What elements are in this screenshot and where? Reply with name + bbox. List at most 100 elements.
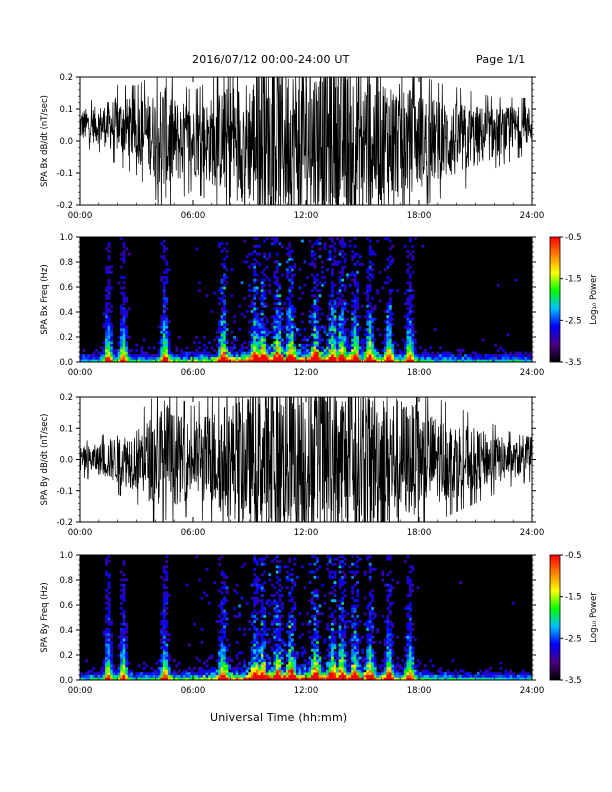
spectrogram-cell — [406, 255, 410, 259]
spectrogram-cell — [280, 677, 284, 681]
spectrogram-cell — [122, 330, 126, 334]
spectrogram-cell — [263, 562, 267, 566]
spectrogram-cell — [308, 570, 312, 574]
spectrogram-cell — [338, 565, 342, 569]
spectrogram-cell — [388, 669, 392, 673]
spectrogram-cell — [165, 672, 169, 676]
spectrogram-cell — [105, 635, 108, 639]
spectrogram-cell — [434, 674, 437, 678]
spectrogram-cell — [220, 250, 224, 253]
spectrogram-cell — [90, 677, 93, 681]
spectrogram-cell — [303, 586, 307, 590]
spectrogram-cell — [105, 573, 108, 577]
spectrogram-cell — [288, 278, 292, 282]
spectrogram-cell — [258, 599, 262, 603]
spectrogram-cell — [343, 622, 347, 626]
spectrogram-cell — [172, 356, 176, 360]
spectrogram-cell — [223, 359, 226, 363]
spectrogram-cell — [348, 638, 352, 642]
spectrogram-cell — [275, 575, 279, 579]
spectrogram-cell — [263, 315, 267, 319]
spectrogram-cell — [351, 651, 355, 655]
spectrogram-cell — [258, 322, 262, 326]
spectrogram-cell — [260, 328, 264, 332]
spectrogram-cell — [496, 359, 500, 363]
spectrogram-cell — [338, 276, 342, 279]
spectrogram-cell — [225, 588, 229, 592]
spectrogram-cell — [368, 627, 372, 631]
spectrogram-cell — [451, 677, 455, 681]
spectrogram-cell — [288, 255, 292, 259]
spectrogram-cell — [333, 343, 337, 347]
spectrogram-cell — [290, 312, 294, 316]
spectrogram-cell — [218, 614, 221, 618]
spectrogram-cell — [120, 656, 123, 660]
spectrogram-cell — [356, 648, 360, 652]
spectrogram-cell — [110, 653, 113, 657]
spectrogram-cell — [313, 312, 317, 316]
spectrogram-cell — [172, 659, 176, 663]
spectrogram-cell — [290, 633, 294, 637]
spectrogram-cell — [285, 651, 289, 655]
spectrogram-cell — [439, 669, 442, 673]
spectrogram-cell — [351, 669, 355, 673]
spectrogram-cell — [107, 591, 111, 595]
spectrogram-cell — [353, 335, 357, 339]
spectrogram-cell — [489, 356, 493, 360]
spectrogram-cell — [263, 653, 267, 657]
spectrogram-cell — [328, 607, 332, 610]
spectrogram-cell — [258, 669, 262, 673]
spectrogram-cell — [195, 247, 199, 251]
spectrogram-cell — [341, 617, 344, 621]
spectrogram-cell — [353, 322, 357, 326]
spectrogram-cell — [449, 677, 452, 681]
spectrogram-cell — [107, 268, 111, 272]
spectrogram-cell — [358, 315, 362, 319]
spectrogram-cell — [356, 659, 360, 663]
spectrogram-cell — [313, 252, 317, 256]
y-axis-label: SPA By dB/dt (nT/sec) — [40, 414, 50, 506]
spectrogram-cell — [501, 348, 505, 352]
spectrogram-cell — [366, 304, 370, 308]
spectrogram-cell — [125, 296, 129, 300]
spectrogram-cell — [413, 341, 417, 345]
spectrogram-cell — [265, 351, 269, 355]
spectrogram-cell — [220, 289, 224, 292]
spectrogram-cell — [466, 677, 470, 681]
spectrogram-cell — [265, 672, 269, 676]
spectrogram-cell — [253, 335, 257, 339]
spectrogram-cell — [250, 335, 254, 339]
spectrogram-cell — [313, 299, 317, 303]
spectrogram-cell — [105, 669, 108, 673]
spectrogram-cell — [368, 341, 372, 345]
spectrogram-cell — [110, 635, 113, 639]
spectrogram-cell — [203, 591, 206, 595]
spectrogram-cell — [250, 299, 254, 303]
spectrogram-cell — [353, 661, 357, 665]
spectrogram-cell — [270, 560, 274, 564]
spectrogram-cell — [376, 351, 380, 355]
spectrogram-cell — [117, 669, 121, 673]
spectrogram-cell — [255, 653, 259, 657]
spectrogram-cell — [203, 674, 206, 678]
spectrogram-cell — [353, 252, 357, 256]
spectrogram-cell — [439, 359, 442, 363]
spectrogram-cell — [356, 633, 360, 637]
spectrogram-cell — [311, 317, 314, 321]
spectrogram-cell — [290, 335, 294, 339]
spectrogram-cell — [313, 263, 317, 266]
spectrogram-cell — [210, 346, 214, 350]
spectrogram-cell — [223, 609, 226, 613]
spectrogram-cell — [353, 348, 357, 352]
spectrogram-cell — [391, 359, 395, 363]
spectrogram-cell — [253, 296, 257, 300]
spectrogram-cell — [293, 307, 297, 311]
spectrogram-cell — [107, 286, 111, 290]
spectrogram-cell — [102, 633, 106, 637]
spectrogram-cell — [250, 304, 254, 308]
spectrogram-cell — [107, 651, 111, 655]
spectrogram-cell — [263, 330, 267, 334]
spectrogram-cell — [203, 335, 206, 339]
spectrogram-cell — [336, 651, 339, 655]
spectrogram-cell — [162, 607, 166, 610]
